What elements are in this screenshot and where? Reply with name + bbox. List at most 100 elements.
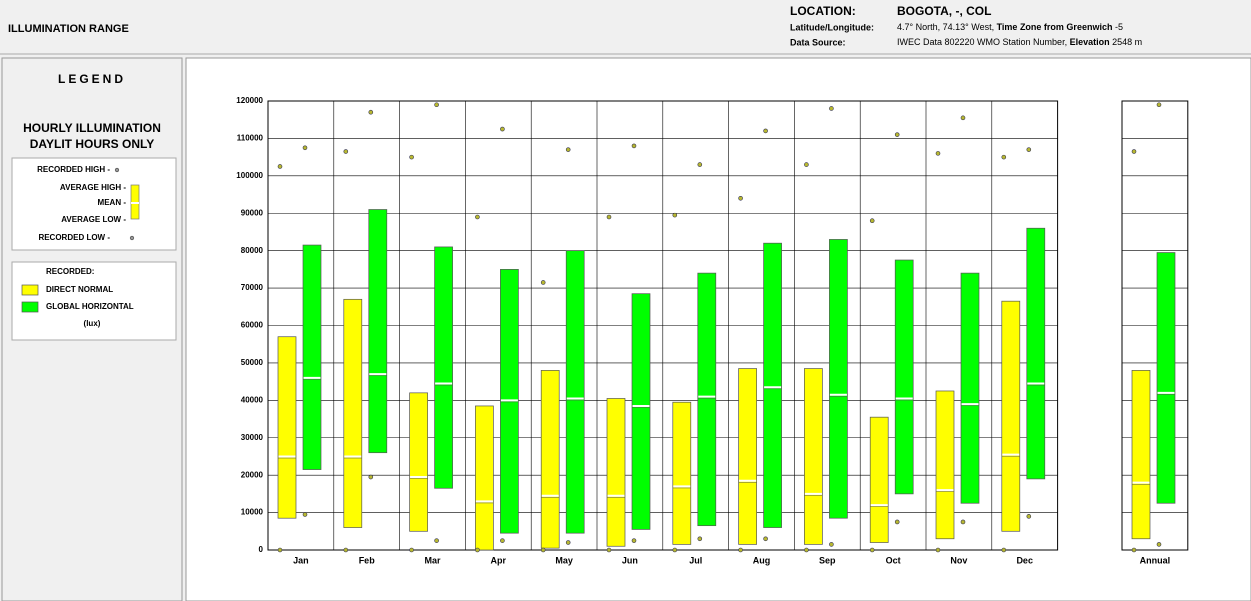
recorded-high: [475, 214, 480, 220]
y-tick-label: 30000: [241, 433, 264, 442]
range-box: [935, 390, 955, 540]
y-tick-label: 70000: [241, 283, 264, 292]
range-box: [672, 401, 692, 545]
location-label: LOCATION:: [790, 4, 856, 18]
recorded-low: [1026, 514, 1032, 519]
recorded-high: [277, 164, 283, 169]
recorded-low: [606, 547, 612, 553]
y-tick-label: 110000: [237, 134, 264, 143]
x-tick-label: Feb: [359, 555, 376, 565]
legend-title: LEGEND: [58, 72, 126, 86]
legend-key: AVERAGE HIGH -: [60, 183, 126, 192]
x-tick-label: Jan: [293, 555, 309, 565]
range-box: [343, 298, 363, 528]
latlon-label: Latitude/Longitude:: [790, 22, 874, 32]
recorded-low: [409, 547, 414, 553]
recorded-high: [500, 126, 505, 132]
source-part: IWEC Data 802220 WMO Station Number,: [897, 37, 1070, 47]
range-box: [763, 242, 782, 528]
x-tick-label: Oct: [886, 555, 901, 565]
recorded-high: [302, 145, 308, 151]
recorded-high: [869, 218, 875, 224]
range-box: [1156, 252, 1176, 504]
x-tick-label: Nov: [950, 555, 967, 565]
range-box: [869, 416, 889, 543]
source: IWEC Data 802220 WMO Station Number, Ele…: [897, 37, 1142, 47]
recorded-high: [763, 128, 768, 134]
range-box: [1026, 227, 1046, 480]
recorded-low: [368, 474, 374, 480]
recorded-high: [804, 162, 809, 167]
recorded-low: [804, 547, 809, 553]
recorded-high: [1131, 149, 1137, 154]
x-tick-label: Dec: [1016, 555, 1033, 565]
x-tick-label: Sep: [819, 555, 836, 565]
legend-key: RECORDED HIGH -: [37, 165, 110, 174]
recorded-high: [606, 214, 612, 220]
range-box: [697, 272, 717, 527]
y-tick-label: 120000: [236, 96, 263, 105]
recorded-low: [672, 547, 678, 553]
range-box: [804, 368, 823, 545]
recorded-high: [368, 109, 374, 115]
recorded-low: [1131, 547, 1137, 553]
range-box: [1001, 300, 1021, 532]
recorded-low: [1156, 542, 1162, 547]
legend-key: RECORDED LOW -: [38, 233, 110, 242]
recorded-low: [343, 547, 349, 553]
recorded-low: [738, 547, 743, 553]
legend-key: MEAN -: [98, 198, 127, 207]
legend-entry: DIRECT NORMAL: [46, 285, 113, 294]
legend-key-box: [11, 157, 177, 251]
y-tick-label: 20000: [241, 470, 264, 479]
recorded-low: [302, 512, 308, 517]
range-box: [540, 370, 560, 549]
x-tick-label: Aug: [753, 555, 771, 565]
recorded-low: [277, 547, 283, 553]
legend-unit: (lux): [84, 319, 101, 328]
x-tick-label: Jun: [622, 555, 638, 565]
range-box: [631, 293, 651, 530]
latlon: 4.7° North, 74.13° West, Time Zone from …: [897, 22, 1123, 32]
recorded-high: [672, 212, 678, 218]
legend-key: AVERAGE LOW -: [61, 215, 126, 224]
range-box: [1131, 370, 1151, 540]
title: ILLUMINATION RANGE: [8, 23, 129, 35]
x-tick-label: Annual: [1140, 555, 1171, 565]
recorded-high: [1026, 147, 1032, 152]
recorded-high: [1156, 102, 1162, 108]
legend-heading: HOURLY ILLUMINATION: [23, 121, 161, 135]
source-part: Elevation: [1070, 37, 1110, 47]
source-part: 2548 m: [1110, 37, 1143, 47]
y-tick-label: 0: [259, 545, 264, 554]
legend-recorded: RECORDED:: [46, 267, 94, 276]
y-tick-label: 90000: [241, 208, 264, 217]
range-box: [606, 398, 626, 547]
latlon-part: -5: [1112, 22, 1123, 32]
location: BOGOTA, -, COL: [897, 4, 991, 18]
recorded-high: [894, 132, 900, 137]
legend-heading: DAYLIT HOURS ONLY: [30, 137, 154, 151]
legend-dot: [114, 167, 120, 173]
x-tick-label: Mar: [424, 555, 441, 565]
range-box: [738, 368, 757, 545]
y-tick-label: 80000: [241, 246, 264, 255]
recorded-low: [763, 536, 768, 542]
recorded-high: [631, 143, 637, 149]
recorded-high: [540, 280, 546, 285]
recorded-high: [409, 154, 414, 160]
y-tick-label: 60000: [241, 321, 264, 330]
x-tick-label: Apr: [491, 555, 507, 565]
recorded-low: [1001, 547, 1007, 553]
recorded-low: [697, 536, 703, 542]
range-box: [277, 336, 297, 519]
range-box: [302, 244, 322, 470]
legend-swatch: [21, 284, 39, 296]
recorded-high: [434, 102, 439, 108]
recorded-high: [697, 162, 703, 167]
source-label: Data Source:: [790, 37, 846, 47]
recorded-low: [869, 547, 875, 553]
y-tick-label: 40000: [241, 395, 264, 404]
recorded-high: [829, 106, 834, 111]
range-box: [475, 405, 494, 551]
